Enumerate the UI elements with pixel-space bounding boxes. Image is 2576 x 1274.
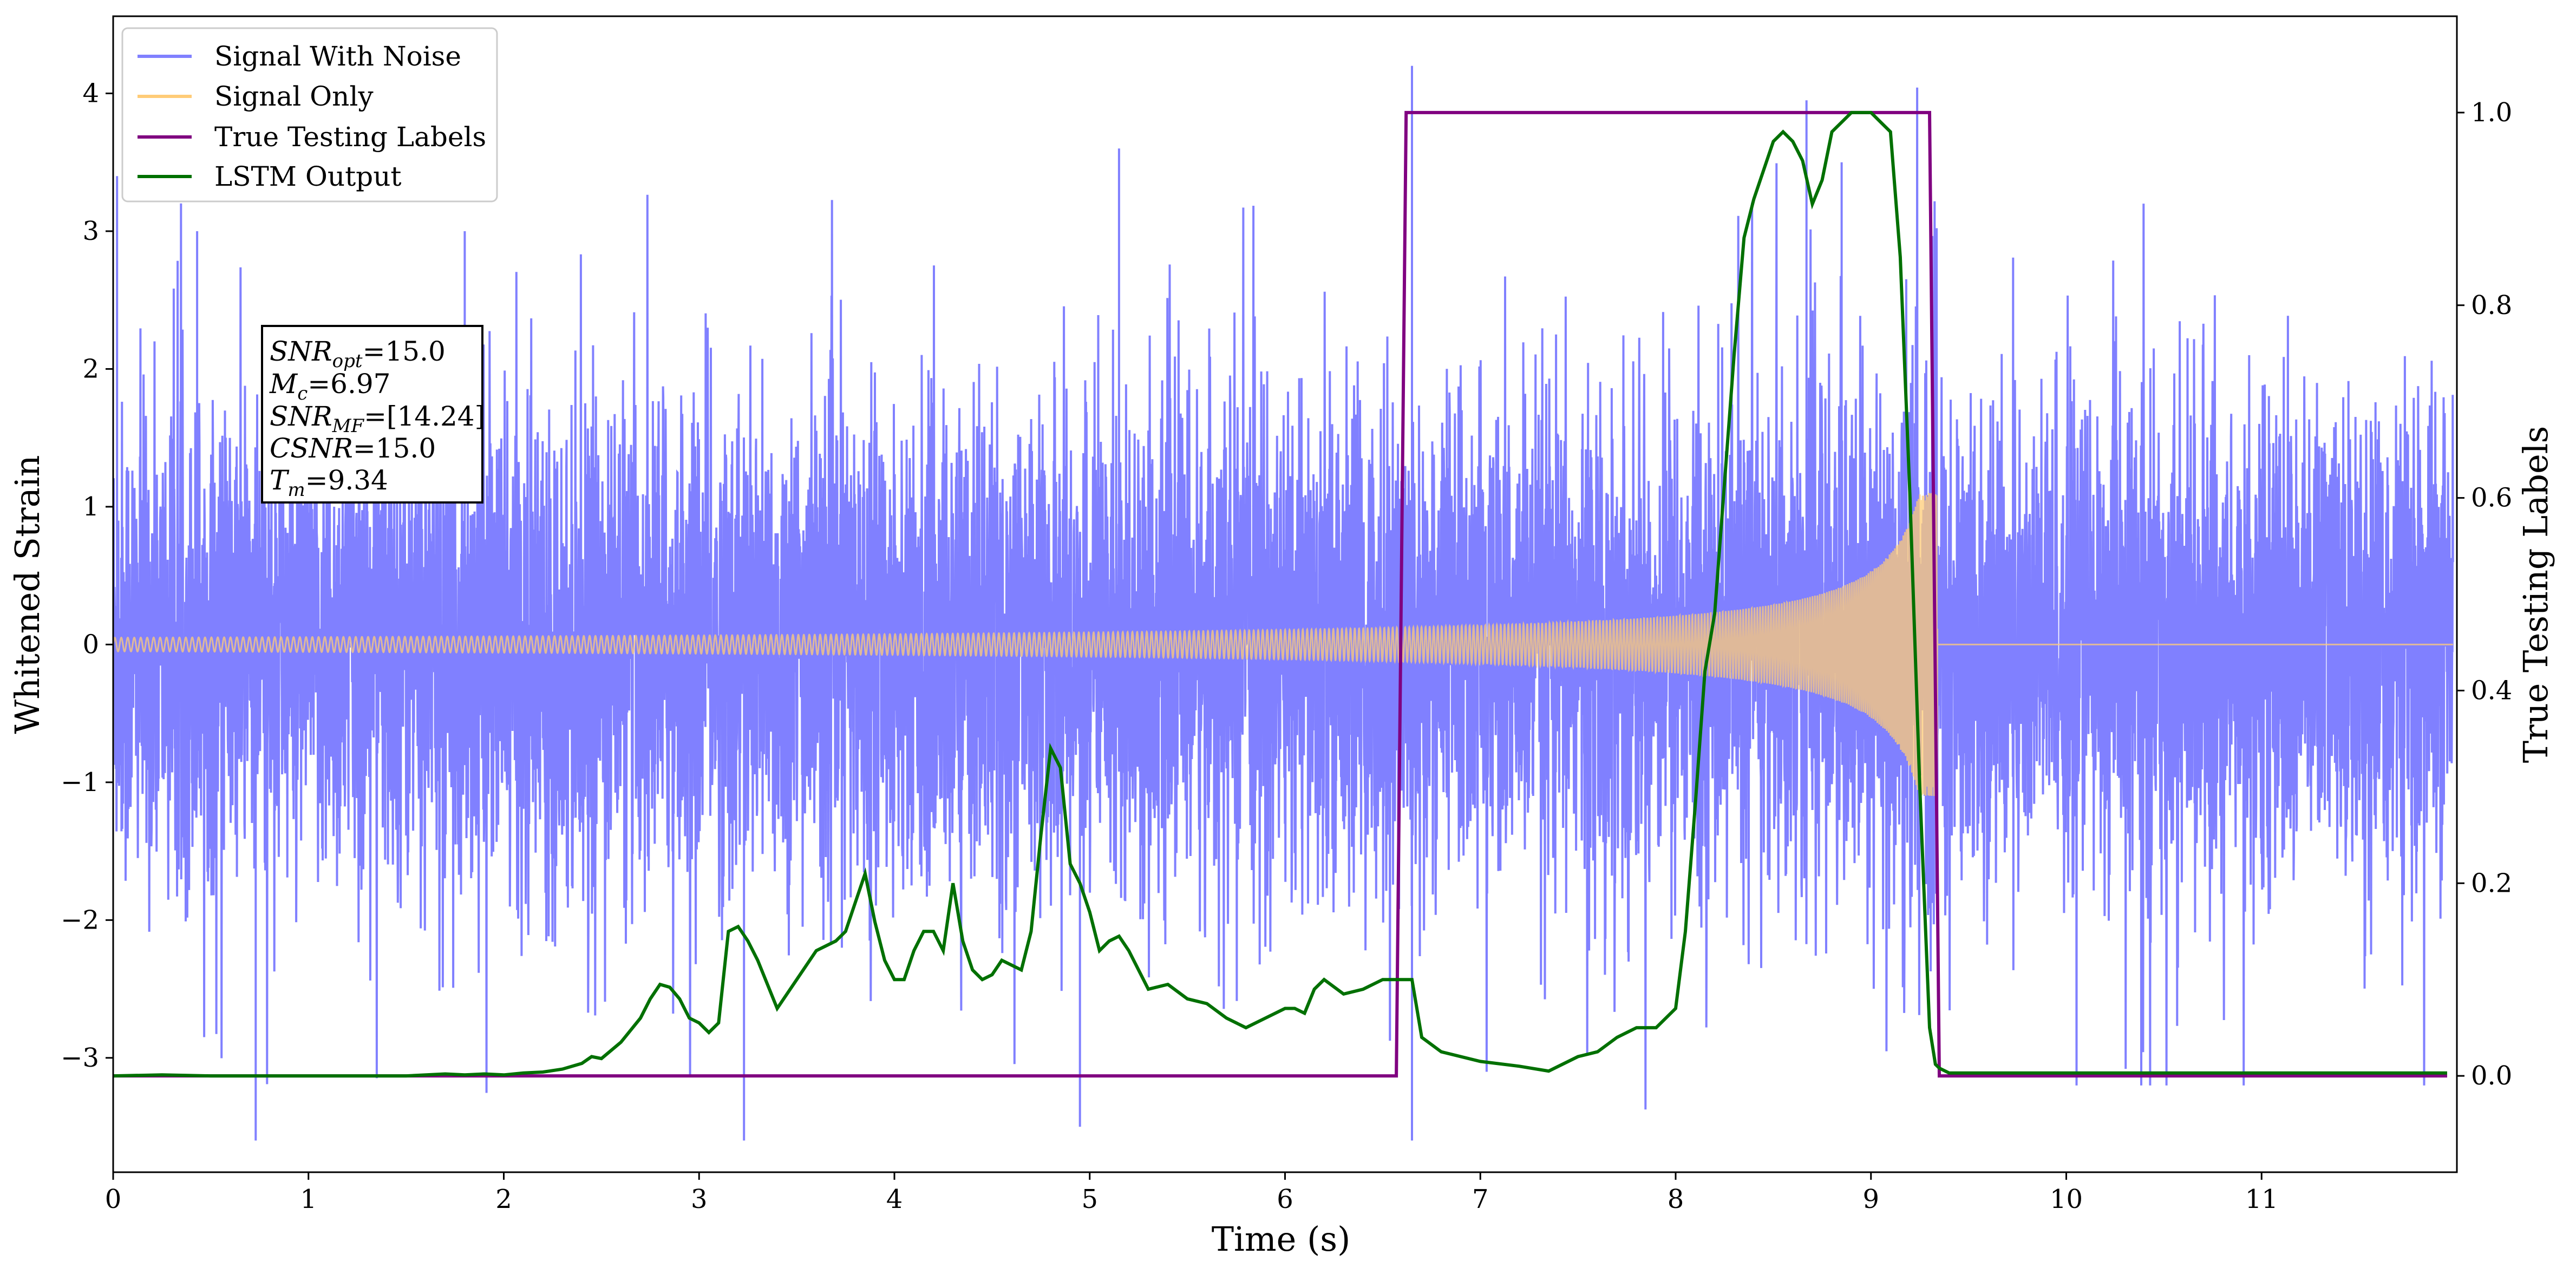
parameter-annotation: SNRopt=15.0 Mc=6.97 SNRMF=[14.24] CSNR=1… xyxy=(261,325,485,504)
y-tick-label: 1 xyxy=(82,492,99,522)
x-tick-label: 10 xyxy=(2050,1184,2083,1214)
y-tick-label: −2 xyxy=(61,905,99,935)
legend-label-true-testing-labels: True Testing Labels xyxy=(214,121,486,153)
legend-label-signal-with-noise: Signal With Noise xyxy=(214,41,461,72)
y-axis-label: Whitened Strain xyxy=(8,455,47,734)
x-axis: 0 1 2 3 4 5 6 7 8 9 10 11 xyxy=(105,1172,2278,1214)
annotation-snr-opt: SNRopt=15.0 xyxy=(270,336,446,372)
x-tick-label: 9 xyxy=(1862,1184,1879,1214)
legend-label-lstm-output: LSTM Output xyxy=(214,161,401,192)
y2-tick-label: 0.0 xyxy=(2471,1061,2512,1091)
signal-only-series xyxy=(113,493,2453,796)
y-tick-label: 4 xyxy=(82,79,99,109)
annotation-box xyxy=(261,325,483,504)
x-tick-label: 8 xyxy=(1668,1184,1684,1214)
annotation-tm: Tm=9.34 xyxy=(270,465,388,501)
y-tick-label: 0 xyxy=(82,629,99,659)
lstm-output-series xyxy=(113,110,2447,1078)
x-tick-label: 11 xyxy=(2245,1184,2278,1214)
x-tick-label: 2 xyxy=(495,1184,512,1214)
y2-tick-label: 0.2 xyxy=(2471,868,2512,898)
true-testing-labels-series xyxy=(113,110,2447,1078)
y-axis-right: 0.0 0.2 0.4 0.6 0.8 1.0 xyxy=(2457,97,2512,1091)
x-tick-label: 1 xyxy=(300,1184,317,1214)
y-tick-label: 3 xyxy=(82,216,99,246)
x-tick-label: 0 xyxy=(105,1184,122,1214)
legend-box xyxy=(121,27,498,202)
annotation-mc: Mc=6.97 xyxy=(269,368,390,404)
x-tick-label: 5 xyxy=(1081,1184,1098,1214)
y-tick-label: −1 xyxy=(61,767,99,798)
legend-label-signal-only: Signal Only xyxy=(214,81,374,112)
y2-tick-label: 1.0 xyxy=(2471,97,2512,128)
x-tick-label: 7 xyxy=(1472,1184,1489,1214)
annotation-snr-mf: SNRMF=[14.24] xyxy=(270,401,485,437)
legend: Signal With Noise Signal Only True Testi… xyxy=(121,27,498,202)
x-tick-label: 6 xyxy=(1277,1184,1293,1214)
annotation-csnr: CSNR=15.0 xyxy=(270,433,436,464)
x-axis-label: Time (s) xyxy=(1212,1219,1351,1259)
x-tick-label: 4 xyxy=(886,1184,903,1214)
y-axis-left: −3 −2 −1 0 1 2 3 4 xyxy=(61,79,113,1073)
y-tick-label: −3 xyxy=(61,1043,99,1073)
y2-tick-label: 0.8 xyxy=(2471,290,2512,321)
y-tick-label: 2 xyxy=(82,354,99,384)
y2-axis-label: True Testing Labels xyxy=(2516,426,2555,763)
x-tick-label: 3 xyxy=(691,1184,708,1214)
y2-tick-label: 0.4 xyxy=(2471,675,2512,705)
y2-tick-label: 0.6 xyxy=(2471,483,2512,513)
